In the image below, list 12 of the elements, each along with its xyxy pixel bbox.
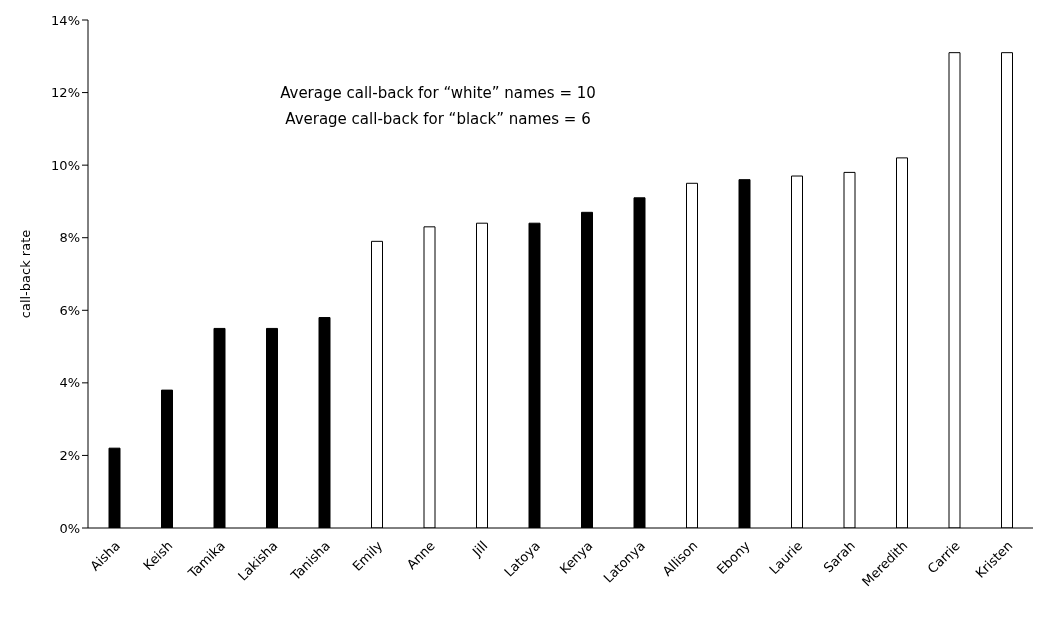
annotation: Average call-back for “white” names = 10 [279,83,597,104]
y-tick-label: 12% [51,85,80,101]
annotation: Average call-back for “black” names = 6 [284,109,592,130]
y-tick-label: 10% [51,157,80,173]
x-tick-label: Jill [468,538,491,560]
y-tick-label: 4% [59,375,80,391]
y-tick-label: 8% [59,230,80,246]
y-tick-label: 0% [59,520,80,536]
y-tick-label: 6% [59,302,80,318]
y-tick-label: 2% [59,448,80,464]
y-axis-title: call-back rate [17,229,33,319]
y-tick-label: 14% [51,12,80,28]
